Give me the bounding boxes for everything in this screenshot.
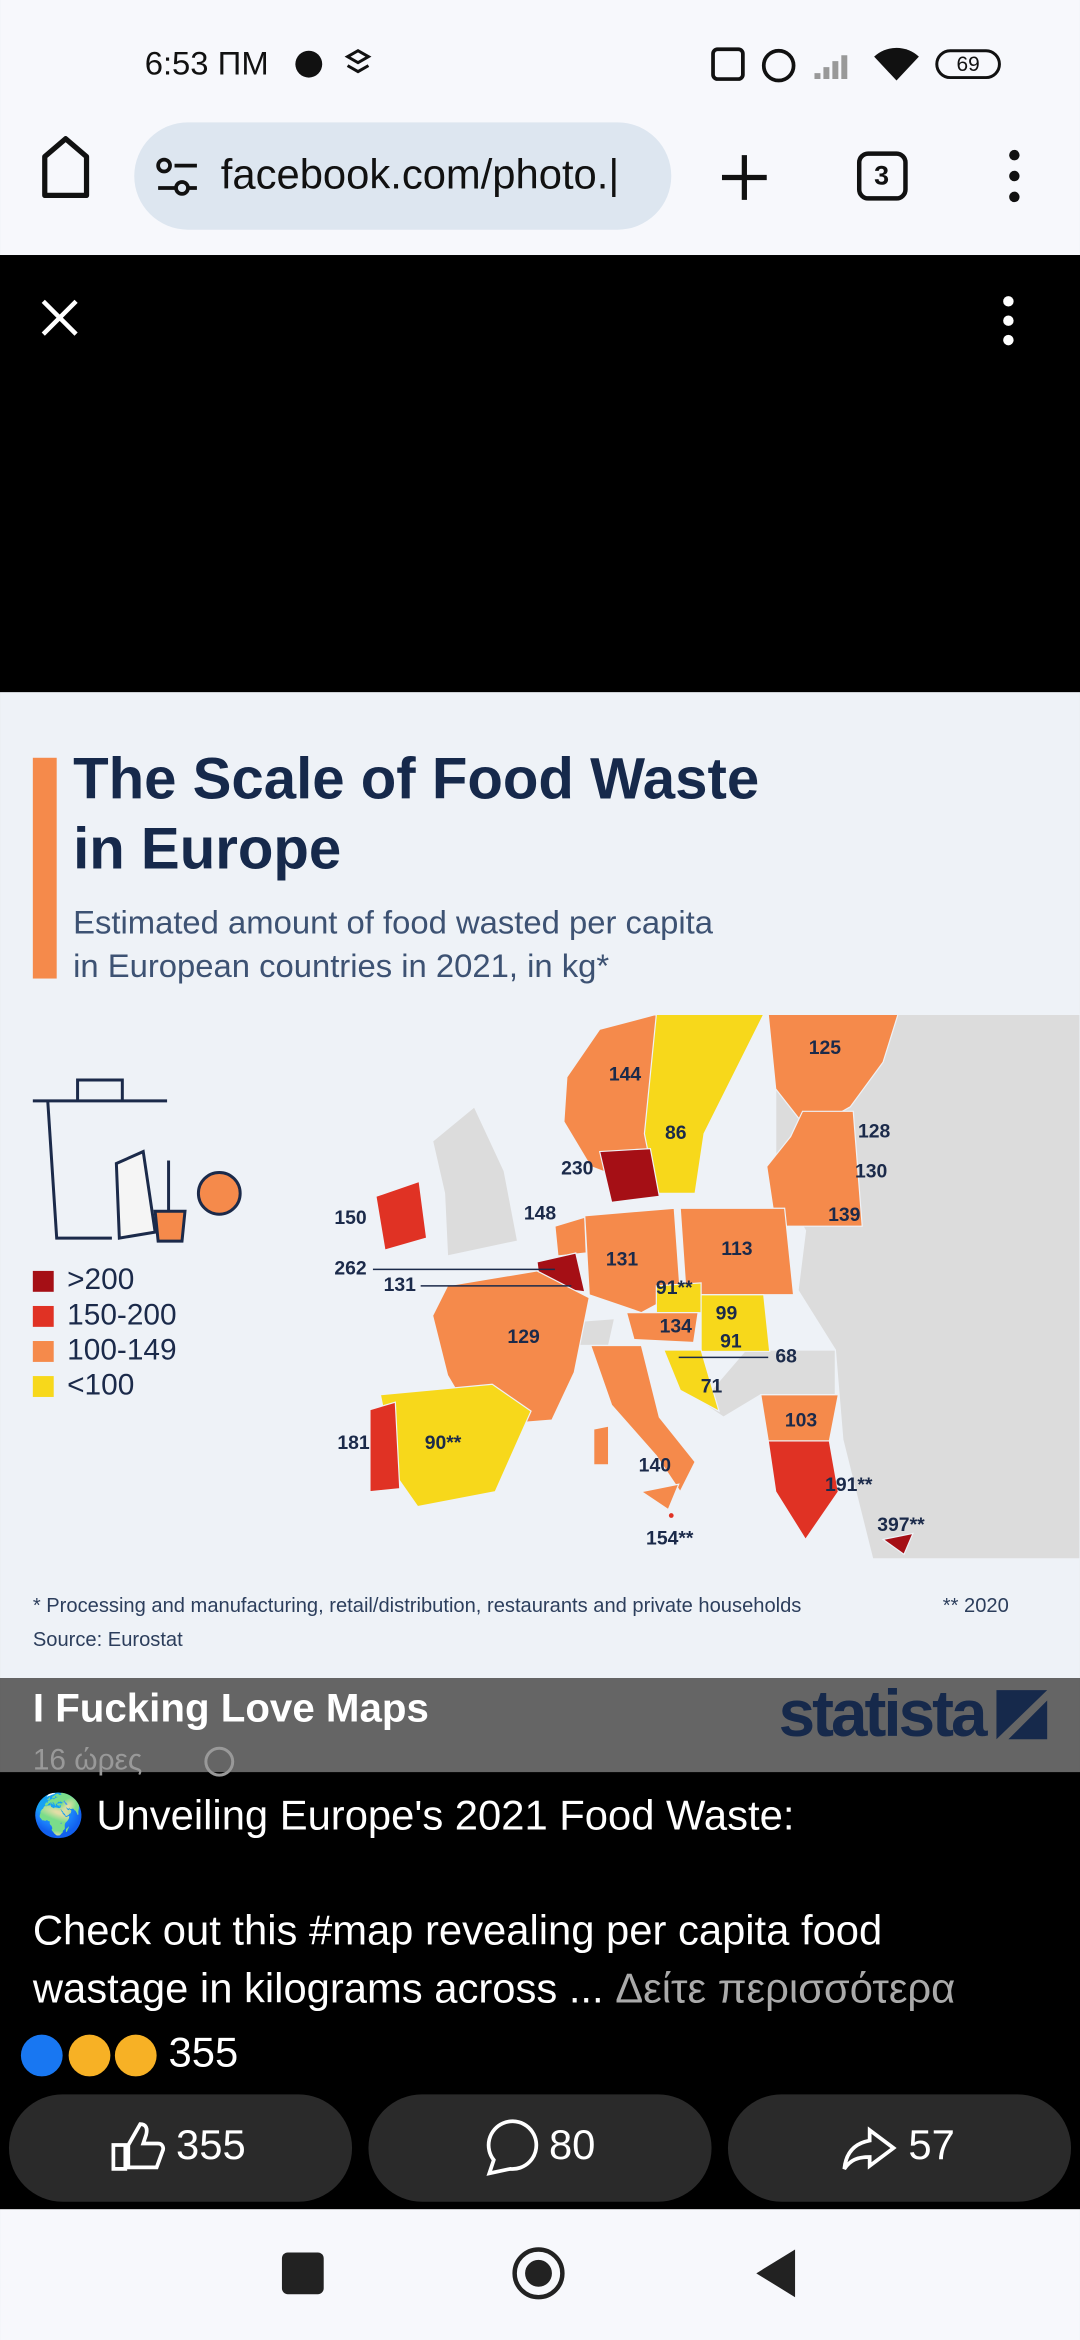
menu-button[interactable] [1009, 149, 1020, 203]
map-value: 128 [858, 1120, 891, 1142]
messenger-icon [295, 50, 323, 78]
map-value: 134 [660, 1316, 693, 1338]
map-value: 131 [606, 1249, 639, 1271]
map-value: 150 [334, 1207, 366, 1229]
map-value: 86 [665, 1122, 687, 1144]
map-value: 130 [855, 1161, 887, 1183]
info-subtitle: in European countries in 2021, in kg* [73, 947, 609, 984]
battery-icon [935, 49, 1001, 80]
map-value: 99 [716, 1302, 738, 1324]
layers-icon [344, 48, 372, 74]
see-more[interactable]: Δείτε περισσότερα [615, 1964, 955, 2011]
legend-label: <100 [67, 1368, 134, 1401]
info-subtitle: Estimated amount of food wasted per capi… [73, 904, 714, 941]
map-value: 91 [720, 1331, 742, 1353]
legend-label: 150-200 [67, 1298, 176, 1331]
map-value: 90** [425, 1432, 462, 1454]
map-value: 103 [785, 1410, 818, 1432]
tabs-button[interactable] [856, 151, 908, 201]
map-value: 148 [524, 1202, 557, 1224]
map-value: 191** [825, 1474, 873, 1496]
map-value: 125 [809, 1037, 842, 1059]
trash-icon [32, 1078, 242, 1243]
info-title: in Europe [73, 817, 341, 882]
statista-mark [996, 1690, 1048, 1740]
comment-button[interactable] [368, 2094, 712, 2202]
url-text[interactable]: facebook.com/photo.| [221, 151, 619, 198]
reaction-icons [20, 2034, 157, 2077]
map-value: 139 [828, 1204, 861, 1226]
caption: Check out this #map revealing per capita… [33, 1906, 882, 1953]
map-value: 68 [775, 1346, 797, 1368]
site-info-knob [174, 180, 190, 196]
caption-text: wastage in kilograms across ... [32, 1964, 604, 2011]
post-time: 16 ώρες [33, 1744, 142, 1777]
map-value: 262 [334, 1258, 366, 1280]
home-nav-dot [525, 2259, 552, 2287]
privacy-icon [204, 1746, 235, 1777]
legend-swatch [32, 1305, 54, 1327]
back-button[interactable] [756, 2249, 796, 2298]
legend-swatch [32, 1341, 54, 1362]
home-button[interactable] [42, 136, 90, 199]
share-button[interactable] [727, 2094, 1072, 2202]
new-tab-button[interactable] [721, 155, 767, 200]
map-value: 397** [877, 1514, 925, 1536]
url-bar[interactable] [134, 122, 672, 230]
map-value: 113 [721, 1238, 752, 1260]
map-value: 154** [646, 1528, 694, 1550]
footnote: * Processing and manufacturing, retail/d… [33, 1595, 802, 1617]
caption: 🌍 Unveiling Europe's 2021 Food Waste: [33, 1791, 795, 1839]
comment-count: 80 [549, 2121, 595, 2168]
reaction-count[interactable]: 355 [169, 2029, 239, 2076]
map-value: 140 [639, 1454, 671, 1476]
map-value: 131 [384, 1274, 417, 1296]
share-count: 57 [908, 2121, 954, 2168]
signal-icon [814, 55, 848, 80]
status-time: 6:53 ΠΜ [145, 44, 269, 81]
map-value: 91** [656, 1277, 693, 1299]
more-button[interactable] [1003, 296, 1014, 346]
infographic: The Scale of Food Waste in Europe Estima… [0, 692, 1080, 1679]
site-info-icon[interactable] [156, 157, 172, 174]
legend-label: >200 [67, 1263, 134, 1296]
source: Source: Eurostat [33, 1629, 183, 1651]
tab-count: 3 [874, 161, 889, 191]
map-value: 129 [507, 1326, 540, 1348]
wifi-icon [874, 47, 919, 81]
like-button[interactable] [8, 2094, 353, 2202]
home-nav-button[interactable] [512, 2247, 565, 2300]
comment-icon [486, 2119, 539, 2176]
info-title: The Scale of Food Waste [73, 746, 759, 811]
statista-logo: statista [779, 1677, 988, 1750]
close-button[interactable] [41, 299, 78, 336]
map [369, 1013, 1080, 1560]
map-value: 144 [609, 1064, 642, 1086]
author-overlay [0, 1678, 1080, 1773]
battery-level: 69 [956, 53, 979, 76]
caption: wastage in kilograms across ... Δείτε πε… [32, 1964, 956, 2011]
map-value: 181 [337, 1432, 370, 1454]
like-count: 355 [176, 2121, 246, 2168]
legend-swatch [32, 1270, 54, 1292]
footnote-2020: ** 2020 [943, 1595, 1009, 1617]
recents-button[interactable] [281, 2252, 324, 2295]
leader-lines [372, 1268, 769, 1359]
map-value: 230 [561, 1158, 593, 1180]
author-name[interactable]: I Fucking Love Maps [33, 1686, 429, 1731]
legend-swatch [32, 1376, 54, 1397]
title-accent [32, 757, 57, 979]
like-icon [111, 2122, 166, 2171]
share-icon [842, 2126, 897, 2170]
map-value: 71 [701, 1375, 723, 1397]
alarm-icon [761, 48, 796, 83]
legend-label: 100-149 [67, 1333, 176, 1366]
nfc-icon [711, 47, 745, 81]
